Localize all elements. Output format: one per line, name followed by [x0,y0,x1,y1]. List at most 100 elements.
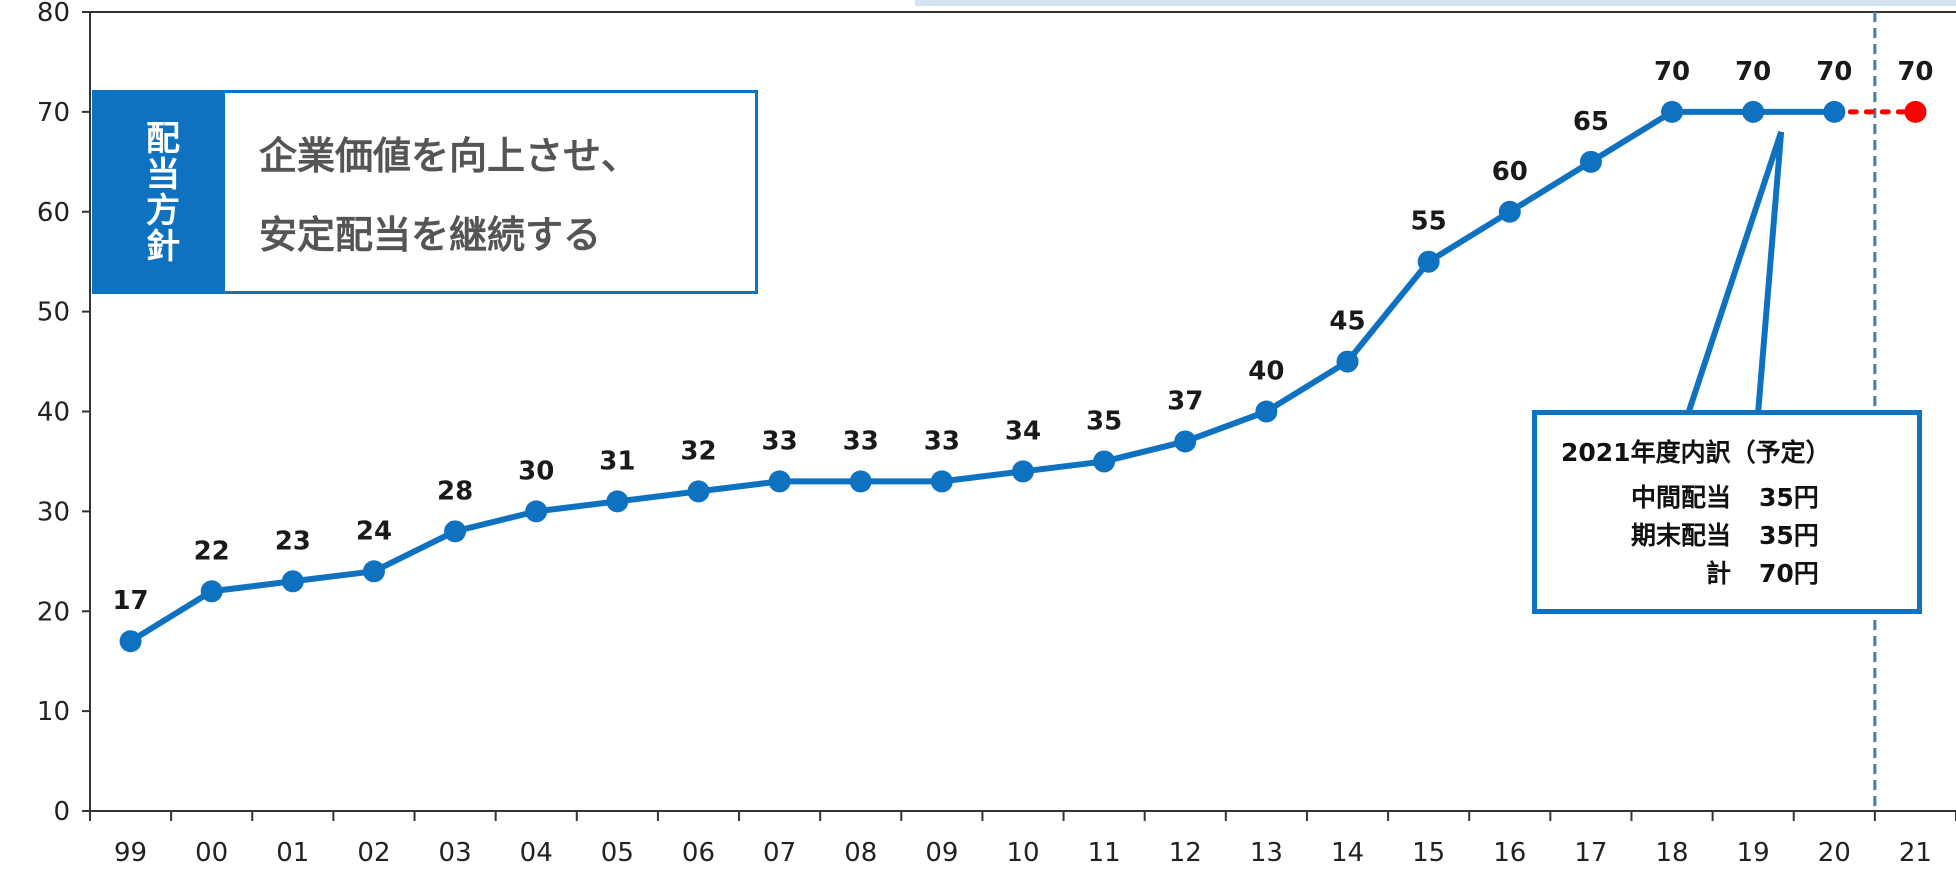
data-point [1336,350,1359,373]
data-point [1498,200,1521,223]
x-tick-label: 06 [682,838,715,868]
data-point [1255,400,1278,423]
data-point [1093,450,1116,473]
series-segment [938,468,1026,485]
policy-line-1: 企業価値を向上させ、 [259,134,640,178]
policy-line-2: 安定配当を継続する [259,213,602,257]
y-tick-label: 40 [37,398,70,428]
y-tick-label: 50 [37,298,70,328]
data-label: 37 [1167,386,1203,416]
x-tick-label: 10 [1006,838,1039,868]
breakdown-name: 中間配当 [1630,483,1731,512]
data-point [281,570,304,593]
x-tick-label: 12 [1169,838,1202,868]
data-label: 65 [1573,107,1609,137]
series-segment [533,498,621,515]
data-label: 70 [1735,57,1771,87]
data-point [930,470,953,493]
data-label: 17 [112,586,148,616]
x-tick-label: 19 [1737,838,1770,868]
x-tick-label: 21 [1899,838,1932,868]
x-tick-label: 05 [601,838,634,868]
x-tick-label: 02 [357,838,390,868]
data-point [1904,100,1927,123]
series-segment [695,478,783,495]
data-point [1174,430,1197,453]
data-point [200,580,223,603]
x-tick-label: 15 [1412,838,1445,868]
data-point [606,490,629,513]
header-band [915,0,1956,6]
breakdown-amount: 70円 [1759,559,1819,588]
data-label: 55 [1411,207,1447,237]
series-segment [1587,108,1676,165]
x-tick-label: 14 [1331,838,1364,868]
data-point [849,470,872,493]
data-label: 30 [518,456,554,486]
x-tick-label: 07 [763,838,796,868]
data-point [1012,460,1034,483]
policy-body: 企業価値を向上させ、 安定配当を継続する [225,93,755,291]
data-label: 70 [1897,57,1933,87]
series-segment [289,568,377,585]
y-tick-label: 80 [37,0,70,28]
data-label: 24 [356,516,392,546]
data-point [768,470,791,493]
y-tick-label: 10 [37,697,70,727]
dividend-policy-box: 配当方針 企業価値を向上させ、 安定配当を継続する [92,90,758,294]
breakdown-amount: 35円 [1759,483,1819,512]
x-tick-label: 18 [1655,838,1688,868]
series-segment [1506,158,1594,215]
data-label: 22 [194,536,230,566]
breakdown-row: 期末配当 35円 [1561,515,1893,553]
x-tick-label: 03 [439,838,472,868]
x-tick-label: 08 [844,838,877,868]
data-point [1579,150,1602,173]
x-tick-label: 04 [520,838,553,868]
y-tick-label: 20 [37,597,70,627]
x-tick-label: 11 [1088,838,1121,868]
data-label: 34 [1005,416,1041,446]
series-segment [1182,408,1270,445]
dividend-breakdown-box: 2021年度内訳（予定） 中間配当 35円 期末配当 35円 計 70円 [1532,410,1922,614]
data-point [1742,100,1765,123]
data-label: 28 [437,476,473,506]
data-point [119,630,142,653]
data-point [362,560,385,583]
series-segment [1344,258,1432,365]
data-label: 35 [1086,406,1122,436]
data-point [1417,250,1440,273]
data-label: 45 [1329,307,1365,337]
y-tick-label: 70 [37,98,70,128]
data-label: 70 [1654,57,1690,87]
y-tick-label: 60 [37,198,70,228]
data-label: 33 [843,426,879,456]
policy-tag: 配当方針 [95,93,225,291]
x-tick-label: 00 [195,838,228,868]
data-point [525,500,548,523]
x-tick-label: 17 [1574,838,1607,868]
series-segment [127,588,215,645]
data-point [687,480,710,503]
data-label: 70 [1816,57,1852,87]
callout-pointer-line [1755,131,1785,415]
data-label: 40 [1248,357,1284,387]
series-segment [1101,438,1189,465]
series-segment [1263,358,1351,415]
breakdown-name: 期末配当 [1630,521,1731,550]
series-segment [208,578,296,595]
x-tick-label: 01 [276,838,309,868]
data-label: 33 [762,426,798,456]
policy-tag-label: 配当方針 [139,120,180,264]
data-point [1661,100,1684,123]
x-tick-label: 16 [1493,838,1526,868]
y-tick-label: 30 [37,497,70,527]
series-segment [452,508,540,535]
data-point [444,520,467,543]
breakdown-row: 計 70円 [1561,553,1893,591]
x-tick-label: 09 [925,838,958,868]
series-segment [1020,458,1108,475]
series-segment [614,488,702,505]
series-segment [1425,208,1513,265]
